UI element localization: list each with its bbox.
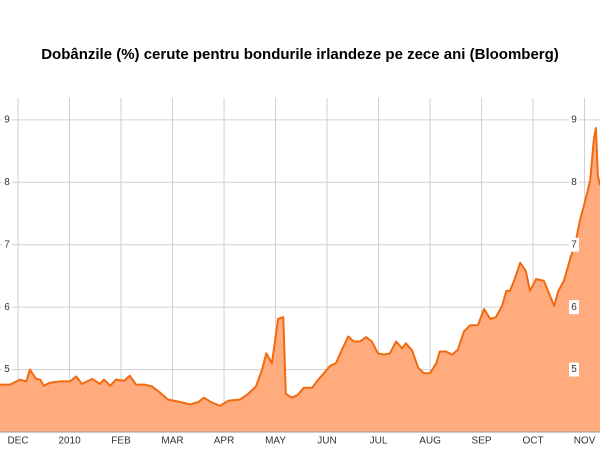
y-tick-label-box: [569, 112, 579, 127]
y-tick-label: 8: [4, 177, 10, 188]
line: [0, 127, 600, 407]
area: [0, 128, 600, 432]
x-tick-label: AUG: [419, 436, 441, 447]
x-tick-label: FEB: [111, 436, 131, 447]
x-tick-label: SEP: [472, 436, 492, 447]
x-tick-label: OCT: [522, 436, 543, 447]
chart-title: Dobânzile (%) cerute pentru bondurile ir…: [41, 46, 559, 63]
x-tick-label: DEC: [7, 436, 28, 447]
y-tick-label: 9: [571, 114, 577, 125]
y-tick-label: 5: [4, 364, 10, 375]
y-tick-label-box: [2, 237, 12, 252]
x-tick-label: 2010: [58, 436, 81, 447]
y-tick-label-box: [2, 300, 12, 315]
y-tick-label: 7: [571, 239, 577, 250]
x-tick-label: JUL: [370, 436, 388, 447]
y-tick-label: 6: [571, 302, 577, 313]
x-tick-label: APR: [214, 436, 235, 447]
x-tick-label: MAY: [265, 436, 286, 447]
y-tick-label-box: [2, 175, 12, 190]
x-tick-label: NOV: [574, 436, 596, 447]
y-tick-label-box: [2, 362, 12, 377]
x-tick-label: JUN: [317, 436, 336, 447]
y-tick-label-box: [569, 237, 579, 252]
y-tick-label: 6: [4, 302, 10, 313]
y-tick-label: 9: [4, 114, 10, 125]
y-tick-label-box: [2, 112, 12, 127]
y-tick-label: 8: [571, 177, 577, 188]
y-tick-label-box: [569, 300, 579, 315]
y-tick-label: 7: [4, 239, 10, 250]
x-tick-label: MAR: [161, 436, 183, 447]
y-tick-label-box: [569, 175, 579, 190]
y-tick-label-box: [569, 362, 579, 377]
y-tick-label: 5: [571, 364, 577, 375]
